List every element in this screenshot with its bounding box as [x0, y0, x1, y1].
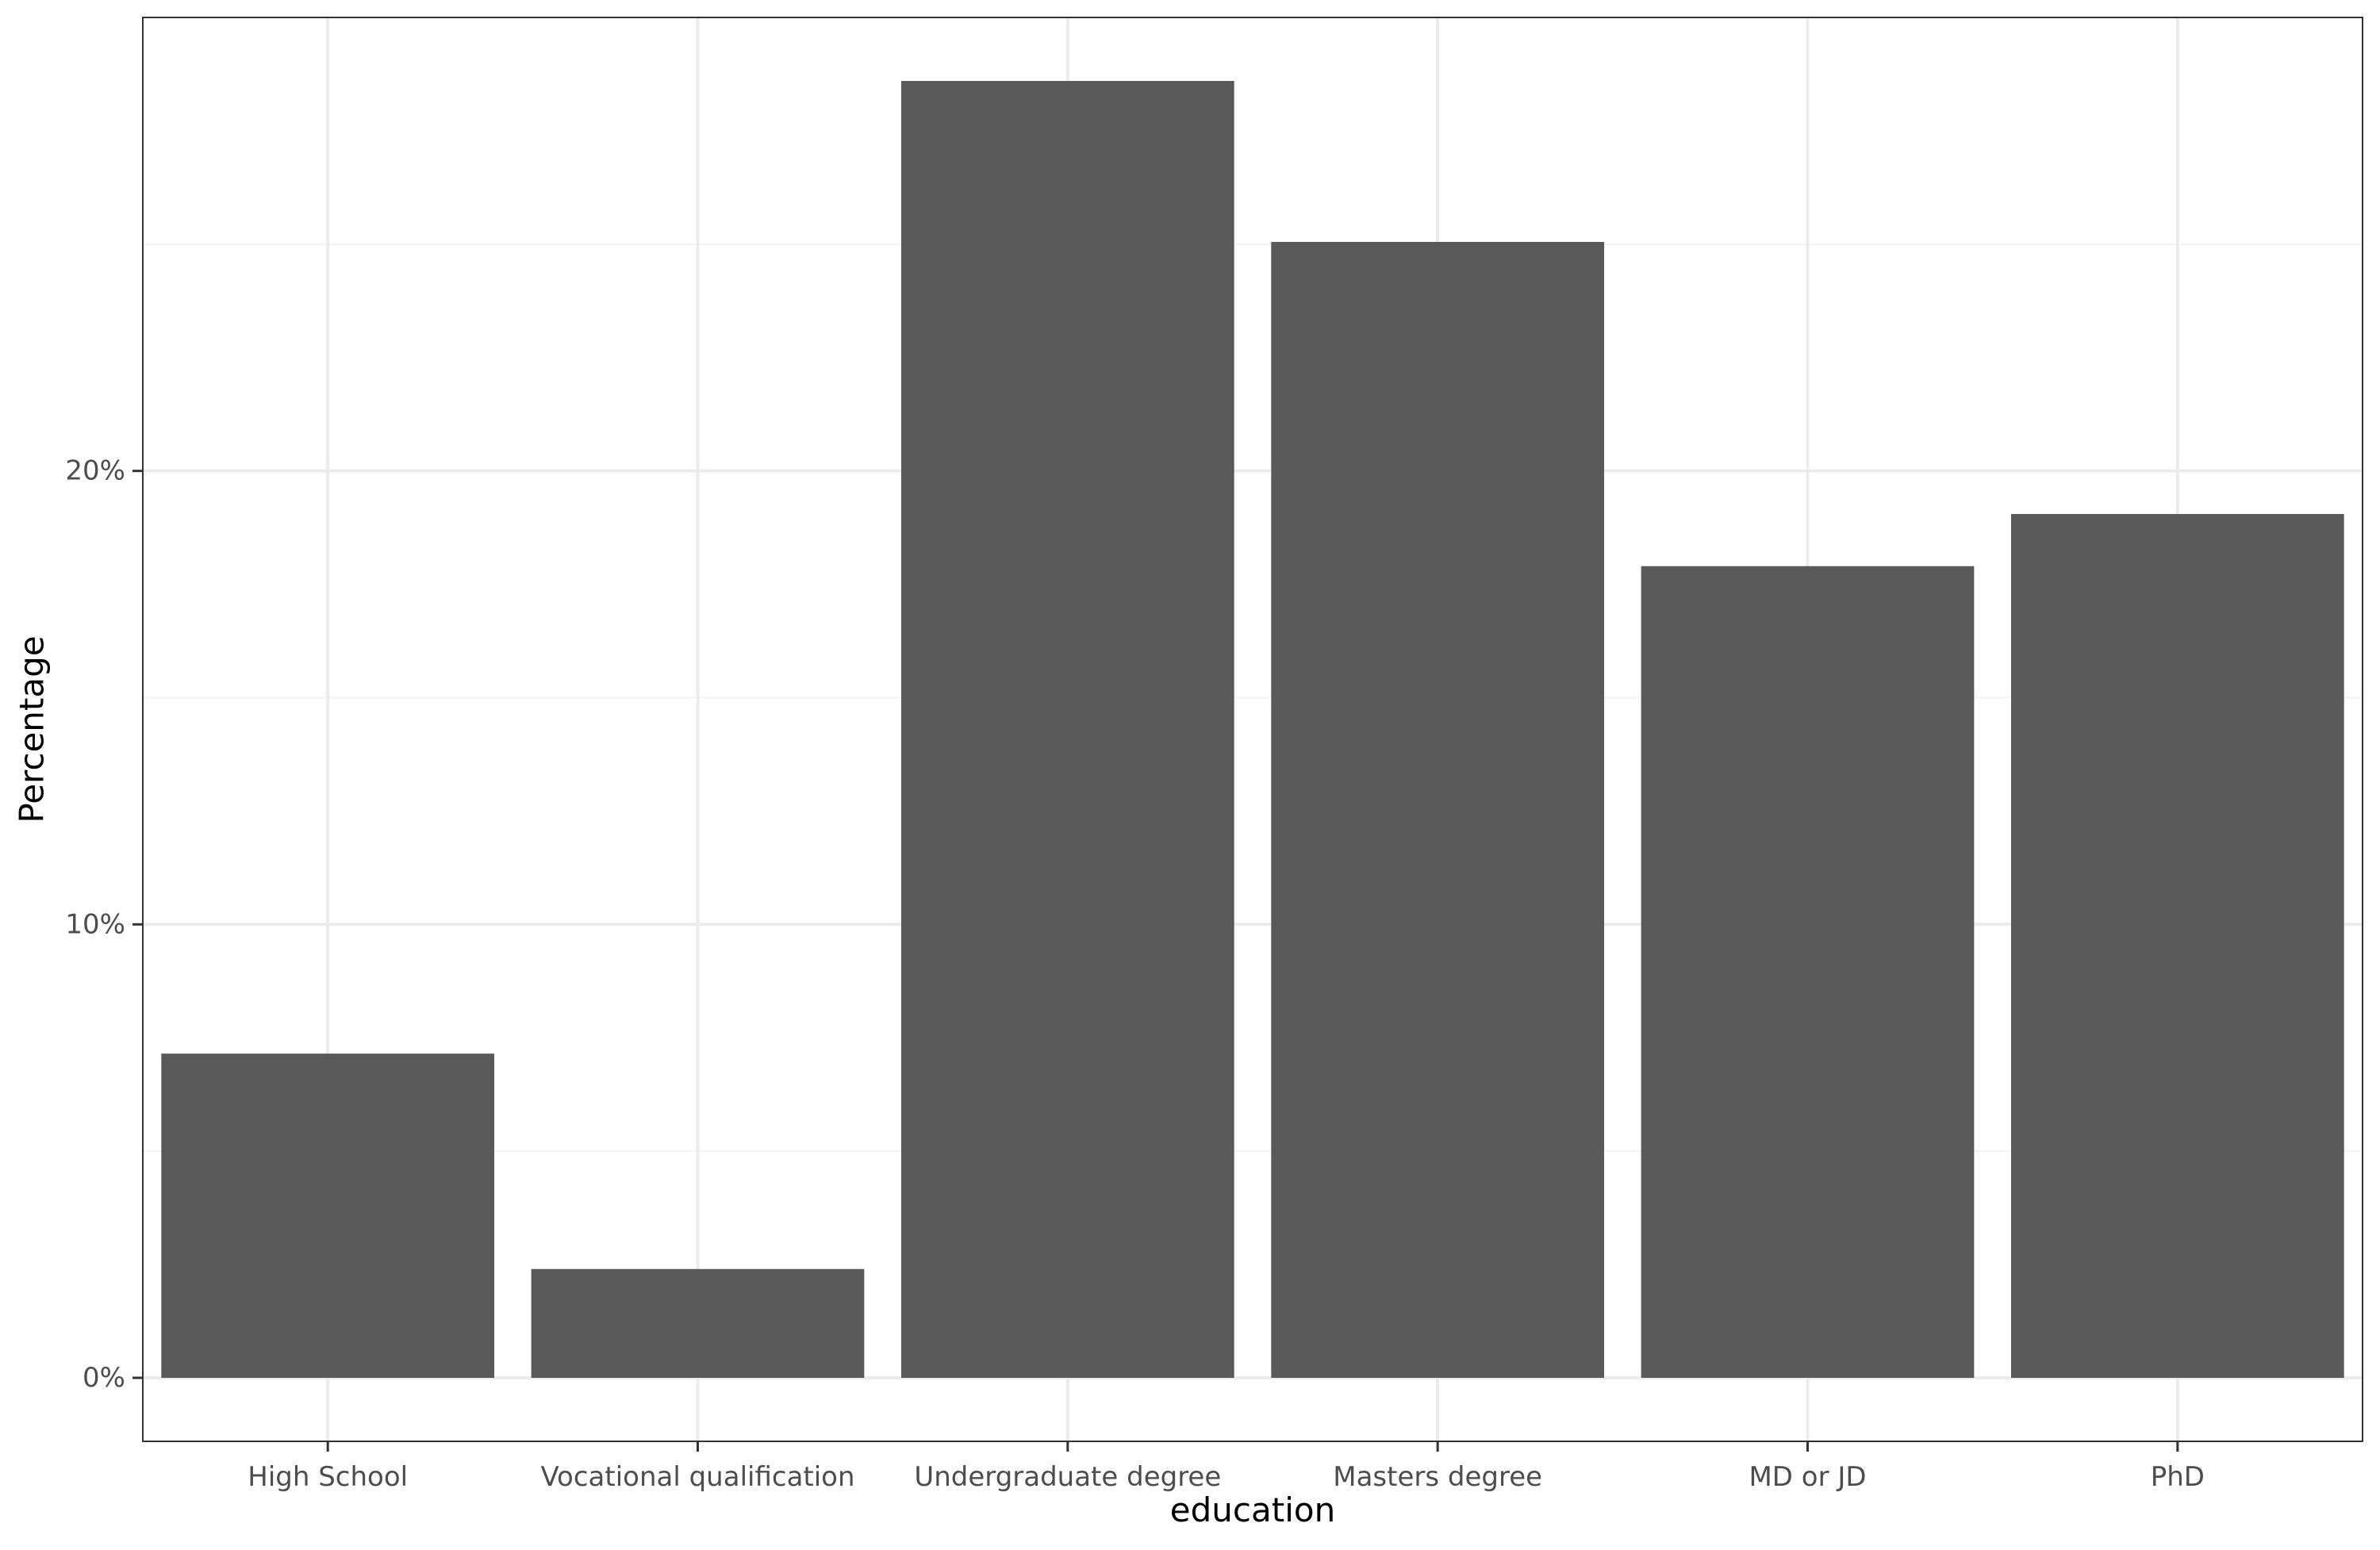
y-tick-label: 20% [65, 455, 125, 487]
x-tick-label: PhD [2151, 1461, 2205, 1493]
x-tick-label: Masters degree [1333, 1461, 1542, 1493]
y-tick-label: 0% [83, 1362, 125, 1394]
x-tick-label: Vocational qualification [540, 1461, 854, 1493]
bar [2010, 513, 2344, 1378]
bar [1271, 241, 1605, 1378]
bar [1641, 566, 1975, 1378]
x-axis-title: education [1170, 1491, 1335, 1529]
y-axis-title: Percentage [13, 635, 52, 823]
bar [161, 1053, 495, 1378]
bars [161, 81, 2344, 1378]
y-tick-label: 10% [65, 908, 125, 940]
axis-ticks [132, 470, 2179, 1452]
plot-panel [143, 17, 2363, 1441]
bar [531, 1268, 865, 1378]
panel-border [142, 17, 2363, 1442]
x-tick-label: Undergraduate degree [914, 1461, 1221, 1493]
x-tick-label: High School [248, 1461, 408, 1493]
tick-labels: 0% 10% 20% High School Vocational qualificat… [65, 455, 2205, 1493]
bar [900, 81, 1234, 1378]
x-tick-label: MD or JD [1749, 1461, 1866, 1493]
